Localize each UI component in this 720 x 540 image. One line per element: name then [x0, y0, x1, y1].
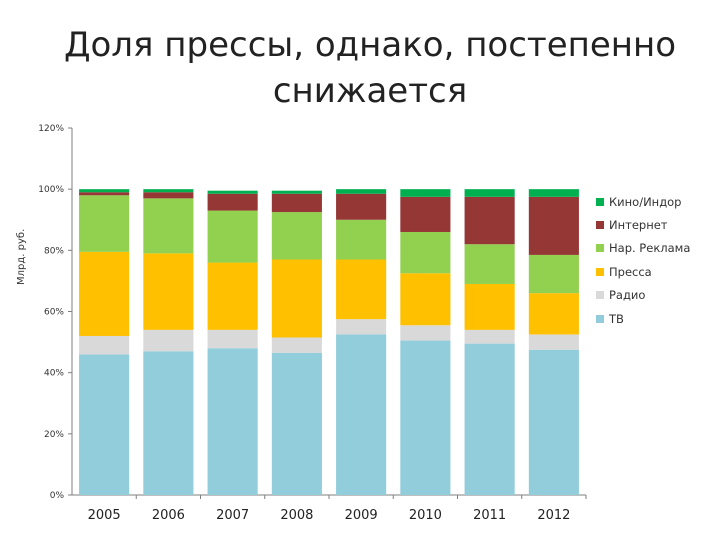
y-tick-label: 100% [38, 185, 64, 195]
legend-item: Интернет [596, 213, 716, 236]
bar-segment [528, 189, 579, 197]
x-tick-label: 2012 [537, 508, 570, 523]
legend-label: Кино/Индор [609, 194, 682, 209]
bar-segment [400, 273, 451, 326]
x-tick-label: 2011 [473, 508, 506, 523]
bar-segment [400, 196, 451, 232]
bar-segment [271, 259, 322, 338]
bar-segment [336, 219, 387, 260]
bar-segment [464, 329, 515, 344]
bar-segment [400, 340, 451, 495]
bar-segment [464, 244, 515, 284]
x-tick-label: 2009 [345, 508, 378, 523]
bar-segment [207, 193, 258, 211]
bar-segment [271, 190, 322, 194]
bar-segment [79, 189, 130, 193]
bar-segment [464, 283, 515, 330]
legend-swatch [596, 267, 604, 276]
bar-segment [207, 329, 258, 349]
bar-segment [400, 231, 451, 274]
bar-segment [528, 293, 579, 335]
y-tick-label: 120% [38, 124, 64, 134]
x-tick-label: 2008 [280, 508, 313, 523]
legend-label: ТВ [609, 311, 624, 326]
bar-segment [336, 319, 387, 335]
legend-item: Радио [596, 284, 716, 307]
chart-title: Доля прессы, однако, постепенно снижаетс… [63, 25, 677, 111]
legend-swatch [596, 221, 604, 230]
bar-segment [336, 334, 387, 495]
bar-segment [400, 325, 451, 341]
bar-segment [528, 349, 579, 495]
bar-segment [528, 196, 579, 255]
legend-item: ТВ [596, 307, 716, 330]
legend-swatch [596, 197, 604, 206]
legend-label: Радио [609, 288, 646, 303]
bar-segment [207, 210, 258, 263]
bar-segment [528, 334, 579, 350]
legend-swatch [596, 314, 604, 323]
legend-item: Пресса [596, 260, 716, 283]
bar-segment [464, 189, 515, 197]
legend-label: Пресса [609, 264, 652, 279]
legend-item: Нар. Реклама [596, 237, 716, 260]
bar-segment [79, 335, 130, 355]
x-tick-label: 2006 [152, 508, 185, 523]
bar-segment [528, 254, 579, 294]
x-tick-label: 2005 [88, 508, 121, 523]
bar-segment [336, 259, 387, 320]
legend-label: Интернет [609, 218, 668, 233]
bar-segment [464, 196, 515, 245]
legend-label: Нар. Реклама [609, 241, 691, 256]
bar-segment [207, 348, 258, 495]
legend-item: Кино/Индор [596, 190, 716, 213]
bar-segment [79, 354, 130, 495]
x-tick-label: 2010 [409, 508, 442, 523]
bar-segment [143, 351, 194, 495]
bar-segment [207, 190, 258, 194]
x-tick-label: 2007 [216, 508, 249, 523]
y-tick-label: 0% [50, 491, 65, 501]
bar-segment [143, 198, 194, 254]
bar-segment [271, 212, 322, 260]
bar-segment [143, 329, 194, 352]
chart-legend: Кино/Индор Интернет Нар. Реклама Пресса Ради… [596, 190, 716, 330]
legend-swatch [596, 244, 604, 253]
bar-segment [336, 189, 387, 194]
y-tick-label: 60% [44, 308, 64, 318]
bar-segment [271, 337, 322, 353]
legend-swatch [596, 291, 604, 300]
bar-segment [143, 192, 194, 199]
bar-segment [143, 253, 194, 330]
y-tick-label: 40% [44, 369, 64, 379]
bar-segment [207, 262, 258, 330]
y-tick-label: 80% [44, 246, 64, 256]
bar-segment [271, 352, 322, 495]
bar-segment [143, 189, 194, 193]
bar-segment [79, 192, 130, 196]
bar-segment [79, 195, 130, 252]
bar-segment [271, 193, 322, 213]
bar-segment [400, 189, 451, 197]
bar-segment [336, 193, 387, 220]
bar-segment [79, 251, 130, 336]
y-tick-label: 20% [44, 430, 64, 440]
bar-segment [464, 343, 515, 495]
